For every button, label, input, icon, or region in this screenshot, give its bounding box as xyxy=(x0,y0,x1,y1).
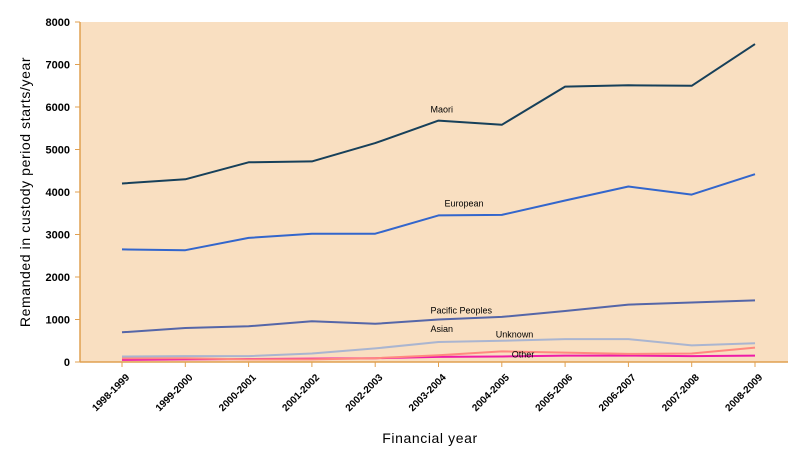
y-axis-ticks: 0 1000 2000 3000 4000 5000 6000 7000 8000 xyxy=(46,17,80,369)
y-tick-label: 7000 xyxy=(46,60,70,72)
y-tick-label: 3000 xyxy=(46,230,70,242)
y-tick-label: 2000 xyxy=(46,272,70,284)
y-tick-label: 1000 xyxy=(46,315,70,327)
x-tick-label: 2000-2001 xyxy=(217,372,259,414)
series-labels: Maori European Pacific Peoples Asian Unknown… xyxy=(431,105,535,360)
series-line-unknown xyxy=(122,346,756,361)
x-tick-label: 1998-1999 xyxy=(91,372,133,414)
series-label-asian: Asian xyxy=(431,324,454,334)
x-tick-label: 2008-2009 xyxy=(724,372,766,414)
y-tick-label: 8000 xyxy=(46,17,70,29)
series-label-european: European xyxy=(445,198,484,208)
series-lines xyxy=(121,43,756,361)
x-tick-label: 2004-2005 xyxy=(470,372,512,414)
x-tick-label: 2007-2008 xyxy=(660,372,702,414)
y-axis-title: Remanded in custody period starts/year xyxy=(17,57,33,327)
series-label-pacific-peoples: Pacific Peoples xyxy=(431,306,493,316)
series-label-maori: Maori xyxy=(431,105,454,115)
x-tick-label: 1999-2000 xyxy=(154,372,196,414)
y-tick-label: 5000 xyxy=(46,145,70,157)
y-tick-label: 4000 xyxy=(46,187,70,199)
series-line-maori xyxy=(121,43,756,185)
x-axis-ticks: 1998-1999 1999-2000 2000-2001 2001-2002 2002… xyxy=(91,362,766,414)
series-line-european xyxy=(121,173,756,252)
x-tick-label: 2003-2004 xyxy=(407,372,449,414)
series-line-pacific-peoples xyxy=(121,299,756,334)
x-tick-label: 2005-2006 xyxy=(534,372,576,414)
y-tick-label: 6000 xyxy=(46,102,70,114)
series-label-other: Other xyxy=(512,349,535,359)
series-label-unknown: Unknown xyxy=(496,329,534,339)
series-line-asian xyxy=(121,338,756,358)
y-tick-label: 0 xyxy=(64,357,70,369)
x-tick-label: 2001-2002 xyxy=(280,372,322,414)
x-axis-title: Financial year xyxy=(382,430,478,446)
x-tick-label: 2002-2003 xyxy=(344,372,386,414)
x-tick-label: 2006-2007 xyxy=(597,372,639,414)
